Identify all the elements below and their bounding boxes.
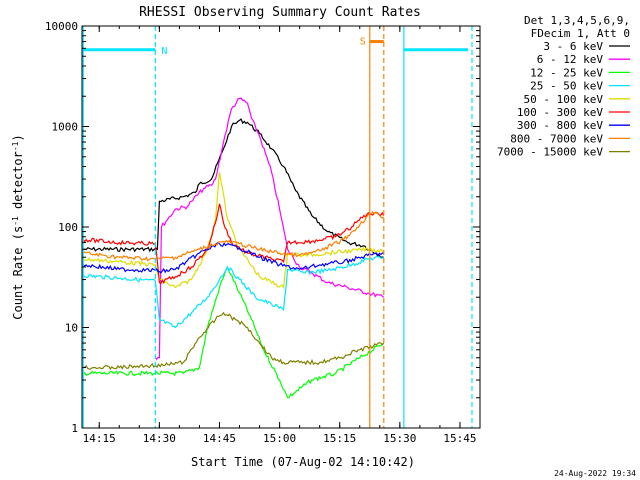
series-line bbox=[82, 255, 385, 329]
flag-layer: NS bbox=[82, 26, 473, 428]
series-line bbox=[154, 97, 385, 360]
legend-label: 100 - 300 keV bbox=[517, 106, 603, 119]
x-tick-label: 15:45 bbox=[443, 432, 476, 445]
series-layer bbox=[82, 97, 385, 399]
flag-label: S bbox=[360, 37, 366, 48]
legend-header-line-2: FDecim 1, Att 0 bbox=[531, 27, 630, 40]
y-tick-label: 10 bbox=[65, 322, 78, 335]
x-tick-label: 14:15 bbox=[83, 432, 116, 445]
x-tick-label: 15:00 bbox=[263, 432, 296, 445]
legend: Det 1,3,4,5,6,9, FDecim 1, Att 0 3 - 6 k… bbox=[497, 14, 630, 159]
series-line bbox=[82, 210, 384, 262]
legend-label: 12 - 25 keV bbox=[530, 66, 603, 79]
footer-date: 24-Aug-2022 19:34 bbox=[554, 469, 636, 478]
legend-label: 25 - 50 keV bbox=[530, 80, 603, 93]
legend-header-line-1: Det 1,3,4,5,6,9, bbox=[524, 14, 630, 27]
legend-label: 3 - 6 keV bbox=[543, 40, 603, 53]
x-tick-label: 15:15 bbox=[323, 432, 356, 445]
series-line bbox=[83, 118, 384, 259]
y-tick-label: 1 bbox=[71, 422, 78, 435]
flag-label: N bbox=[161, 46, 167, 57]
legend-label: 6 - 12 keV bbox=[537, 53, 604, 66]
series-line bbox=[83, 311, 385, 371]
series-line bbox=[82, 242, 384, 274]
legend-label: 300 - 800 keV bbox=[517, 119, 603, 132]
series-line bbox=[82, 172, 384, 290]
series-line bbox=[82, 265, 385, 399]
legend-label: 50 - 100 keV bbox=[524, 93, 604, 106]
y-tick-label: 10000 bbox=[45, 20, 78, 33]
y-axis-label: Count Rate (s-1 detector-1) bbox=[11, 134, 25, 319]
x-tick-label: 14:45 bbox=[203, 432, 236, 445]
x-tick-label: 15:30 bbox=[383, 432, 416, 445]
y-tick-label: 1000 bbox=[52, 121, 79, 134]
legend-label: 800 - 7000 keV bbox=[510, 132, 603, 145]
axis-ticks: 14:15 14:30 14:45 15:00 15:15 15:30 15:45 1 10 10… bbox=[45, 20, 481, 445]
chart-title: RHESSI Observing Summary Count Rates bbox=[139, 5, 421, 20]
x-axis-label: Start Time (07-Aug-02 14:10:42) bbox=[191, 455, 415, 469]
x-tick-label: 14:30 bbox=[143, 432, 176, 445]
plot-frame bbox=[81, 25, 481, 429]
legend-label: 7000 - 15000 keV bbox=[497, 146, 603, 159]
y-tick-label: 100 bbox=[58, 221, 78, 234]
